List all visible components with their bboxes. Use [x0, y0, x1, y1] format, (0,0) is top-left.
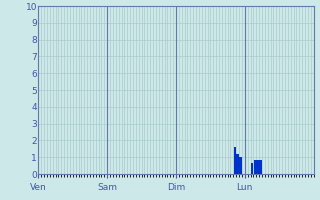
Bar	[236, 154, 239, 174]
Bar	[239, 157, 242, 174]
Bar	[251, 163, 253, 174]
Bar	[257, 160, 259, 174]
Bar	[234, 147, 236, 174]
Bar	[254, 160, 256, 174]
Bar	[259, 160, 262, 174]
